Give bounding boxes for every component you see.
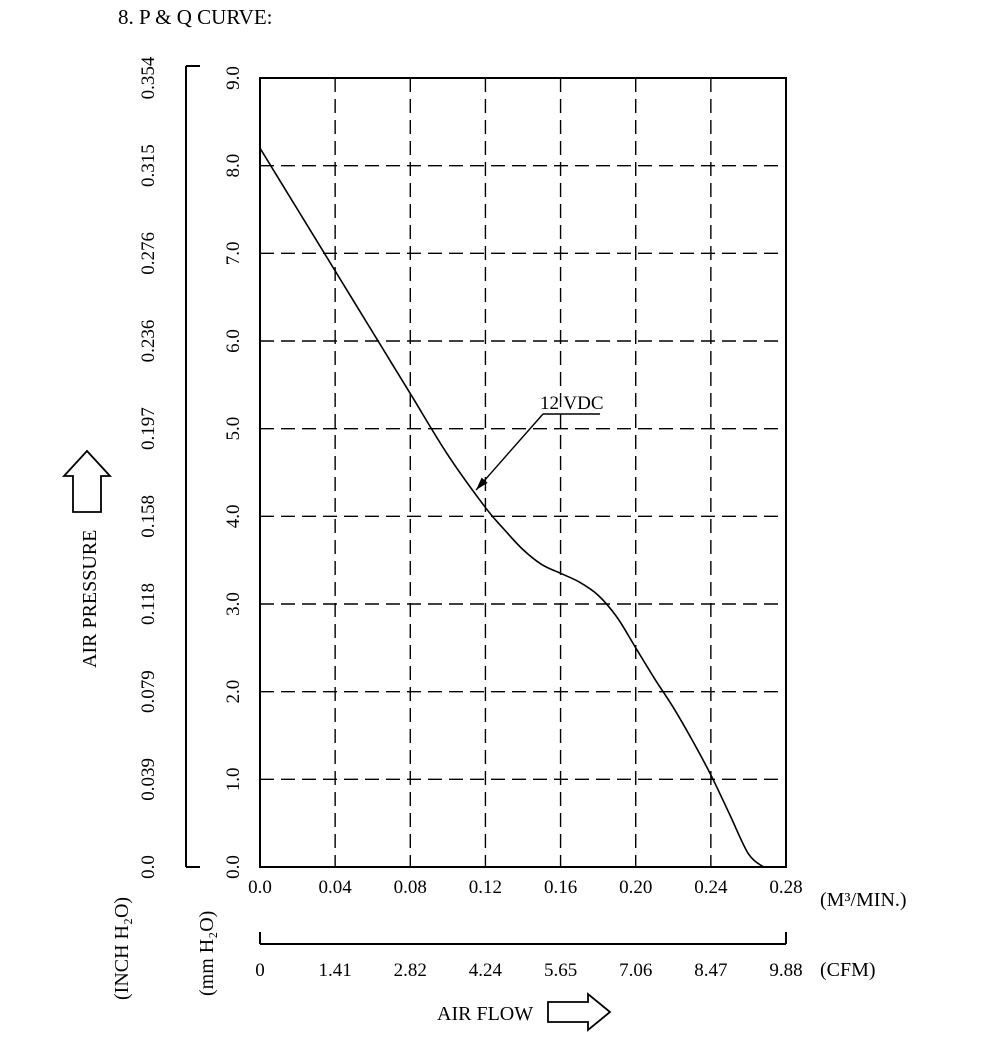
x2-tick-label: 1.41 (319, 960, 352, 981)
y-tick-label: 6.0 (223, 329, 244, 353)
x-tick-label: 0.24 (694, 877, 728, 898)
y2-tick-label: 0.079 (138, 670, 159, 713)
x-tick-labels: 0.0 0.04 0.08 0.12 0.16 0.20 0.24 0.28 (248, 877, 803, 898)
y2-tick-labels: 0.0 0.039 0.079 0.118 0.158 0.197 0.236 0.276 0.… (138, 56, 159, 879)
series-12vdc-line (259, 147, 764, 868)
chart-title: 8. P & Q CURVE: (118, 5, 272, 29)
y2-tick-label: 0.315 (138, 144, 159, 187)
annotation-arrowhead (476, 477, 488, 491)
annotation-label: 12 VDC (540, 393, 604, 414)
x2-tick-labels: 0 1.41 2.82 4.24 5.65 7.06 8.47 9.88 (255, 960, 802, 981)
x-tick-label: 0.0 (248, 877, 272, 898)
y-tick-label: 1.0 (223, 767, 244, 791)
y2-tick-label: 0.0 (138, 855, 159, 879)
annotation-leader-line (475, 413, 544, 491)
x-tick-label: 0.08 (394, 877, 427, 898)
y-tick-label: 3.0 (223, 592, 244, 616)
y-tick-label: 4.0 (223, 504, 244, 528)
x-tick-label: 0.04 (319, 877, 353, 898)
x2-tick-label: 0 (255, 960, 265, 981)
annotation-12vdc: 12 VDC (475, 393, 604, 491)
up-arrow-icon (61, 449, 113, 513)
y2-tick-label: 0.197 (138, 407, 159, 450)
x-unit-label: (M³/MIN.) (820, 889, 907, 911)
y2-tick-label: 0.039 (138, 758, 159, 801)
x2-unit-label: (CFM) (820, 959, 876, 981)
y2-tick-label: 0.276 (138, 232, 159, 275)
x-tick-label: 0.28 (769, 877, 802, 898)
x-tick-label: 0.20 (619, 877, 652, 898)
right-arrow-icon (547, 992, 612, 1032)
y2-tick-label: 0.354 (138, 56, 159, 99)
y2-tick-label: 0.236 (138, 320, 159, 363)
x-tick-label: 0.12 (469, 877, 502, 898)
grid-lines (260, 78, 786, 867)
y2-tick-label: 0.118 (138, 583, 159, 625)
x-axis-title: AIR FLOW (437, 1003, 533, 1025)
x2-tick-label: 7.06 (619, 960, 652, 981)
y-unit-label: (mm H₂O) (196, 911, 218, 996)
y-tick-label: 7.0 (223, 241, 244, 265)
y-tick-label: 2.0 (223, 680, 244, 704)
x2-tick-label: 8.47 (694, 960, 727, 981)
y-tick-label: 9.0 (223, 66, 244, 90)
y2-unit-label: (INCH H₂O) (111, 897, 133, 1000)
y-tick-labels: 0.0 1.0 2.0 3.0 4.0 5.0 6.0 7.0 8.0 9.0 (223, 66, 244, 879)
y2-tick-label: 0.158 (138, 495, 159, 538)
x2-tick-label: 9.88 (769, 960, 802, 981)
x2-tick-label: 5.65 (544, 960, 577, 981)
y-tick-label: 0.0 (223, 855, 244, 879)
y-axis-title: AIR PRESSURE (79, 530, 101, 668)
plot-frame (259, 77, 787, 868)
x-tick-label: 0.16 (544, 877, 577, 898)
x2-tick-label: 2.82 (394, 960, 427, 981)
y-tick-label: 5.0 (223, 417, 244, 441)
y-tick-label: 8.0 (223, 154, 244, 178)
x2-tick-label: 4.24 (469, 960, 503, 981)
